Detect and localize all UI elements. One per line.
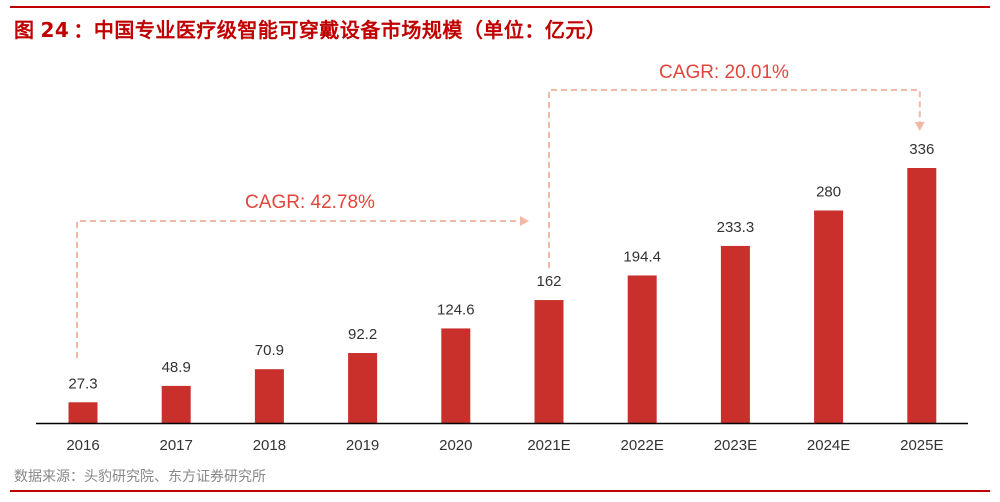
value-label: 92.2 (348, 326, 377, 343)
value-label: 233.3 (717, 219, 755, 236)
cagr-annotations: CAGR: 42.78% CAGR: 20.01% (76, 62, 925, 358)
bar-2024E (814, 210, 844, 423)
title-colon: ： (73, 18, 94, 42)
x-tick-label: 2017 (160, 437, 193, 454)
value-label: 280 (816, 184, 841, 201)
bar-2018 (254, 369, 284, 423)
value-label: 48.9 (162, 359, 191, 376)
x-tick-labels: 2016 2017 2018 2019 2020 2021E 2022E 2023E 2024E… (66, 437, 943, 454)
bar-2017 (161, 385, 191, 423)
bar-2022E (627, 275, 657, 423)
arrow-head-icon (520, 216, 529, 226)
x-tick-label: 2023E (714, 437, 757, 454)
bottom-rule (10, 490, 990, 492)
value-label: 70.9 (255, 342, 284, 359)
x-tick-label: 2022E (621, 437, 664, 454)
x-tick-label: 2018 (253, 437, 286, 454)
value-label: 27.3 (68, 375, 97, 392)
bar-2016 (68, 402, 98, 423)
cagr-label-1: CAGR: 42.78% (245, 192, 375, 213)
cagr-connector-2 (548, 89, 921, 268)
value-label: 162 (536, 273, 561, 290)
x-tick-label: 2025E (900, 437, 943, 454)
title-number: 24 (40, 18, 70, 42)
x-tick-label: 2024E (807, 437, 850, 454)
value-label: 194.4 (623, 248, 661, 265)
x-tick-label: 2021E (527, 437, 570, 454)
bar-2025E (907, 168, 937, 423)
cagr-label-2: CAGR: 20.01% (659, 62, 789, 83)
arrow-head-icon (914, 122, 925, 131)
chart-title: 图 24 ：中国专业医疗级智能可穿戴设备市场规模（单位：亿元） (14, 14, 606, 43)
top-rule (10, 6, 990, 8)
bar-2023E (720, 245, 750, 423)
bar-2020 (441, 328, 471, 423)
value-label: 124.6 (437, 301, 475, 318)
x-tick-label: 2016 (66, 437, 99, 454)
title-prefix: 图 (14, 18, 35, 42)
bar-2019 (348, 353, 378, 423)
source-note: 数据来源：头豹研究院、东方证券研究所 (14, 469, 266, 485)
x-tick-label: 2019 (346, 437, 379, 454)
bars (68, 168, 937, 423)
x-tick-label: 2020 (439, 437, 472, 454)
value-label: 336 (909, 141, 934, 158)
title-text: 中国专业医疗级智能可穿戴设备市场规模（单位：亿元） (93, 18, 607, 42)
bar-2021E (534, 300, 564, 423)
cagr-connector-1 (76, 220, 521, 358)
value-labels: 27.3 48.9 70.9 92.2 124.6 162 194.4 233.3 280 336 (68, 141, 934, 392)
